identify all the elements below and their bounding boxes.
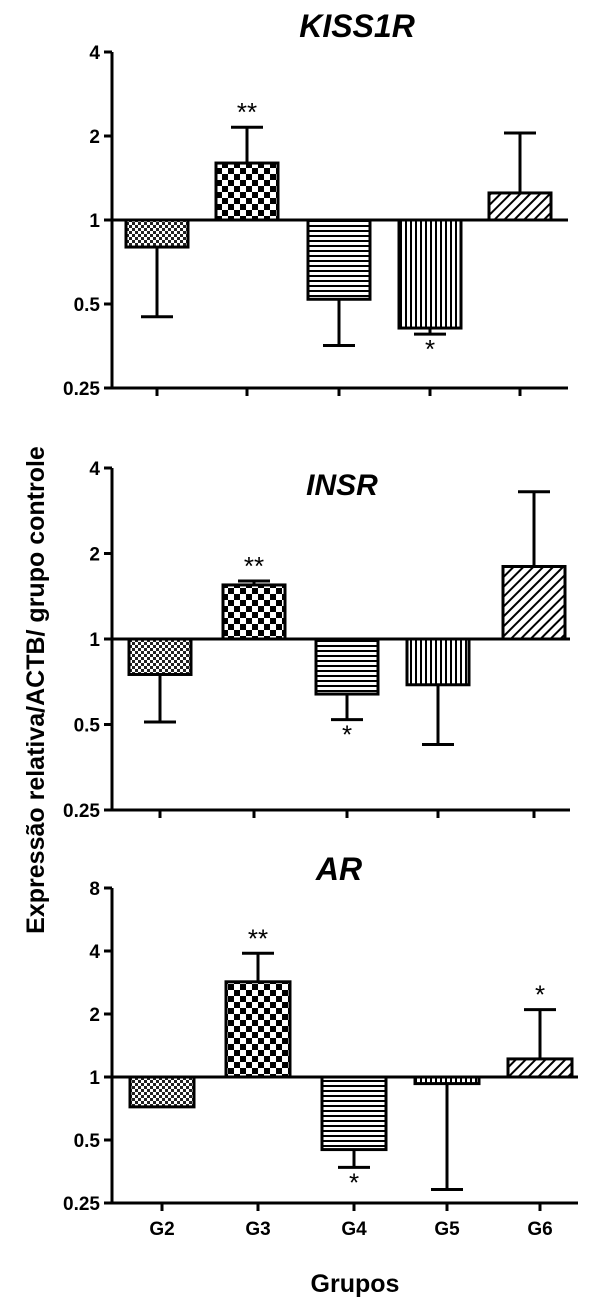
y-tick-label: 4 [89, 43, 100, 64]
bar-g6 [487, 191, 553, 222]
y-tick-label: 0.5 [74, 295, 101, 316]
y-tick-label: 1 [89, 630, 100, 651]
y-tick-label: 0.25 [63, 1194, 100, 1215]
bar-g3 [214, 161, 280, 222]
significance-mark: * [342, 720, 352, 750]
bar-g4 [306, 218, 372, 301]
x-tick-label: G4 [341, 1219, 367, 1240]
significance-mark: * [349, 1167, 359, 1197]
bar-g5 [405, 637, 471, 687]
bar-g2 [127, 637, 193, 676]
bar-g6 [506, 1057, 574, 1079]
bar-g2 [128, 1075, 196, 1109]
y-tick-label: 2 [89, 545, 100, 566]
y-tick-label: 4 [89, 942, 100, 963]
panel-title: AR [315, 851, 362, 887]
bar-g5 [397, 218, 463, 330]
y-tick-label: 0.25 [63, 379, 100, 400]
x-tick-label: G2 [149, 1219, 174, 1240]
y-tick-label: 2 [89, 127, 100, 148]
bar-g3 [221, 583, 287, 641]
bar-g3 [224, 980, 292, 1079]
y-tick-label: 0.5 [74, 1131, 101, 1152]
bar-g4 [314, 637, 380, 696]
bar-g2 [124, 218, 190, 249]
significance-mark: ** [248, 923, 268, 953]
panel-title: INSR [306, 469, 378, 502]
panel-title: KISS1R [299, 8, 415, 44]
y-tick-label: 0.5 [74, 716, 101, 737]
significance-mark: * [425, 334, 435, 364]
y-tick-label: 1 [89, 211, 100, 232]
y-tick-label: 8 [89, 879, 100, 900]
x-tick-label: G5 [434, 1219, 460, 1240]
y-tick-label: 1 [89, 1068, 100, 1089]
y-axis-label: Expressão relativa/ACTB/ grupo controle [22, 446, 50, 934]
y-tick-label: 0.25 [63, 801, 100, 822]
significance-mark: ** [237, 97, 257, 127]
significance-mark: * [535, 980, 545, 1010]
y-tick-label: 2 [89, 1005, 100, 1026]
y-tick-label: 4 [89, 459, 100, 480]
x-axis-label: Grupos [311, 1270, 400, 1298]
x-tick-label: G3 [245, 1219, 270, 1240]
significance-mark: ** [244, 551, 264, 581]
x-tick-label: G6 [527, 1219, 552, 1240]
bar-g4 [320, 1075, 388, 1152]
bar-g6 [501, 564, 567, 641]
